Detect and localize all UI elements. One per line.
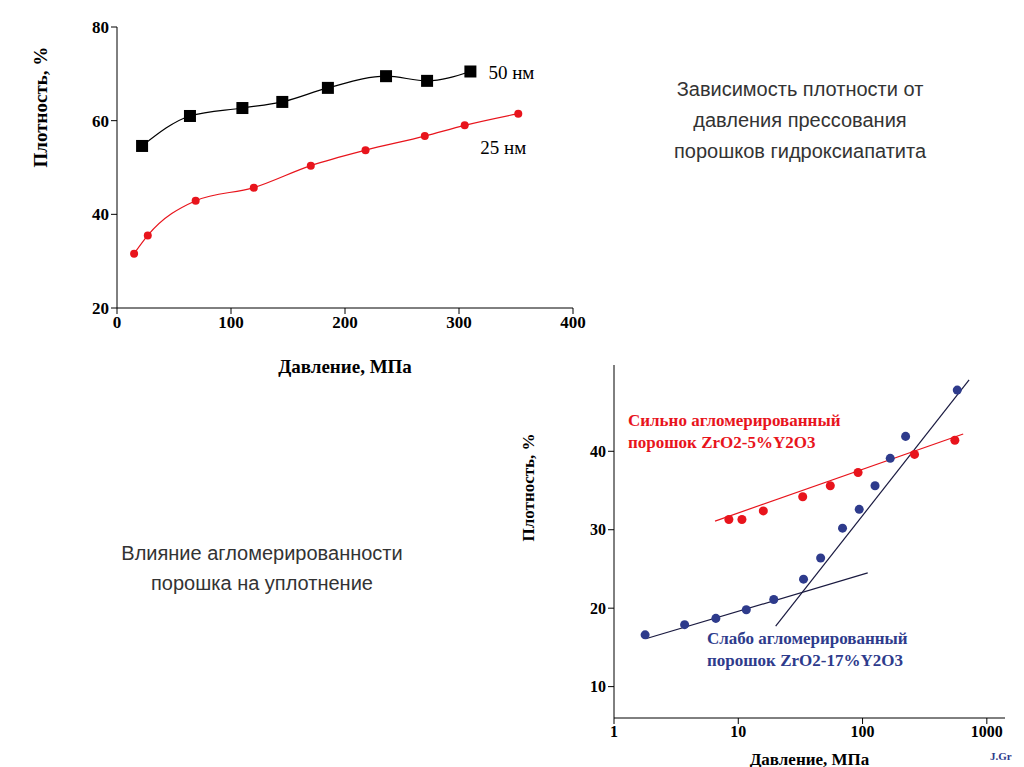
html-text:Слабо агломерированный: Слабо агломерированный [707, 629, 908, 648]
svg-text:100: 100 [851, 723, 875, 740]
svg-text:300: 300 [446, 313, 472, 332]
html-text:Зависимость плотности от давле: Зависимость плотности от давления прессо… [674, 78, 926, 162]
svg-text:Давление, МПа: Давление, МПа [278, 356, 412, 377]
html-text:J.Gr: J.Gr [990, 750, 1012, 762]
svg-text:20: 20 [92, 299, 109, 318]
html-text:Влияние агломерированности пор: Влияние агломерированности порошка на уп… [121, 542, 403, 594]
svg-text:Плотность, %: Плотность, % [30, 47, 51, 168]
html-text:Сильно агломерированный: Сильно агломерированный [628, 411, 841, 430]
svg-text:40: 40 [590, 443, 606, 460]
svg-text:60: 60 [92, 112, 109, 131]
html-text:порошок ZrO2-5%Y2O3: порошок ZrO2-5%Y2O3 [628, 433, 816, 452]
svg-text:20: 20 [590, 600, 606, 617]
svg-text:Давление, МПа: Давление, МПа [750, 750, 870, 767]
svg-text:0: 0 [113, 313, 122, 332]
svg-text:1000: 1000 [971, 723, 1003, 740]
svg-text:200: 200 [332, 313, 358, 332]
svg-text:10: 10 [730, 723, 746, 740]
svg-text:10: 10 [590, 678, 606, 695]
svg-text:Плотность, %: Плотность, % [520, 433, 538, 541]
svg-text:100: 100 [218, 313, 244, 332]
svg-text:40: 40 [92, 205, 109, 224]
svg-text:80: 80 [92, 18, 109, 37]
svg-text:30: 30 [590, 521, 606, 538]
svg-text:400: 400 [560, 313, 586, 332]
svg-text:25 нм: 25 нм [480, 137, 526, 158]
svg-text:50 нм: 50 нм [488, 62, 534, 83]
svg-text:1: 1 [610, 723, 618, 740]
html-text:порошок ZrO2-17%Y2O3: порошок ZrO2-17%Y2O3 [707, 651, 903, 670]
